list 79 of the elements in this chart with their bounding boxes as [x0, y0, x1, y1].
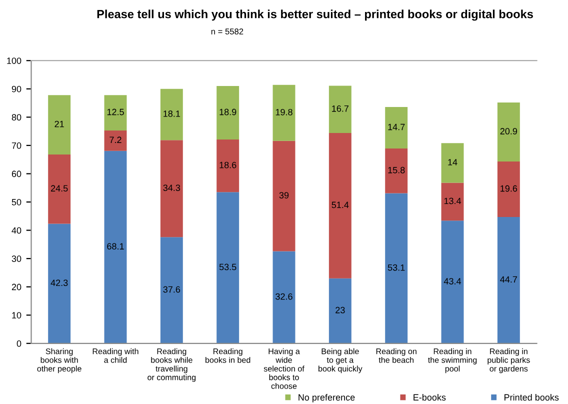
x-tick-label: Having a wide selection of books to choose	[264, 348, 304, 389]
bar	[272, 84, 296, 141]
data-label: 21	[54, 120, 64, 128]
x-tick-label: Being able to get a book quickly	[318, 348, 362, 374]
data-label: 13.4	[444, 198, 462, 204]
x-tick-label: Reading with a child	[92, 348, 138, 363]
legend-label: Printed books	[504, 394, 559, 401]
data-label: 19.8	[276, 108, 292, 116]
chart-title: Please tell us which you think is better suited – printed books or digital books	[97, 10, 533, 21]
data-label: 37.6	[163, 286, 180, 293]
y-tick-label: 0	[16, 340, 22, 347]
bar	[328, 86, 352, 133]
bar	[104, 130, 127, 151]
data-label: 68.1	[107, 243, 124, 250]
bar	[48, 95, 71, 154]
x-tick-label: Reading in public parks or gardens	[488, 348, 530, 374]
data-label: 43.4	[444, 278, 462, 284]
data-label: 23	[336, 306, 345, 314]
bar	[328, 132, 352, 278]
y-tick-label: 30	[12, 256, 22, 262]
bar	[385, 193, 408, 344]
data-label: 14	[448, 159, 458, 166]
x-tick-label: Reading books in bed	[206, 348, 250, 363]
bar	[216, 140, 240, 192]
data-label: 18.1	[164, 110, 180, 117]
y-tick-label: 70	[12, 142, 22, 149]
data-label: 15.8	[388, 166, 405, 174]
data-label: 39	[279, 192, 289, 198]
data-label: 20.9	[500, 128, 518, 134]
bar	[48, 154, 71, 224]
x-tick-label: Reading in the swimming pool	[428, 348, 477, 374]
bar	[497, 162, 520, 217]
bar	[441, 182, 464, 221]
bar	[216, 86, 240, 140]
y-tick-label: 90	[12, 86, 22, 92]
bar	[328, 278, 352, 344]
bar	[497, 102, 520, 162]
bar	[48, 224, 71, 344]
bar	[104, 150, 127, 344]
chart-subtitle: n = 5582	[211, 28, 244, 34]
y-tick-label: 40	[12, 227, 22, 234]
x-tick-label: Sharing books with other people	[37, 348, 82, 374]
y-tick-label: 80	[12, 114, 22, 121]
bar	[385, 106, 408, 149]
data-label: 18.9	[220, 108, 236, 116]
legend-label: No preference	[298, 394, 355, 402]
x-tick-label: Reading books while travelling or commuting	[148, 348, 196, 382]
y-tick-label: 10	[12, 312, 22, 318]
bar	[160, 88, 183, 140]
y-tick-label: 20	[12, 284, 22, 290]
bar	[272, 140, 296, 252]
y-tick-label: 100	[7, 58, 22, 64]
data-label: 14.7	[388, 124, 405, 130]
bar	[104, 95, 127, 130]
data-label: 18.6	[220, 162, 236, 168]
data-label: 42.3	[50, 280, 68, 286]
data-label: 51.4	[332, 202, 349, 208]
y-tick-label: 60	[12, 170, 22, 178]
data-label: 32.6	[276, 293, 292, 300]
bar	[216, 192, 240, 344]
data-label: 7.2	[110, 136, 122, 143]
data-label: 12.5	[107, 108, 124, 116]
x-tick-label: Reading on the beach	[376, 348, 416, 363]
bar	[497, 216, 520, 344]
bar	[160, 237, 183, 344]
data-label: 19.6	[500, 185, 518, 192]
data-label: 53.1	[388, 264, 405, 271]
data-label: 34.3	[163, 184, 180, 191]
data-label: 44.7	[500, 276, 518, 283]
data-label: 53.5	[219, 264, 236, 270]
bar	[441, 220, 464, 344]
bar	[160, 140, 183, 238]
data-label: 24.5	[50, 185, 68, 192]
y-tick-label: 50	[12, 198, 22, 206]
data-label: 16.7	[332, 105, 348, 112]
bar	[385, 148, 408, 194]
bar	[441, 143, 464, 183]
legend-label: E-books	[414, 394, 446, 401]
bar	[272, 251, 296, 344]
